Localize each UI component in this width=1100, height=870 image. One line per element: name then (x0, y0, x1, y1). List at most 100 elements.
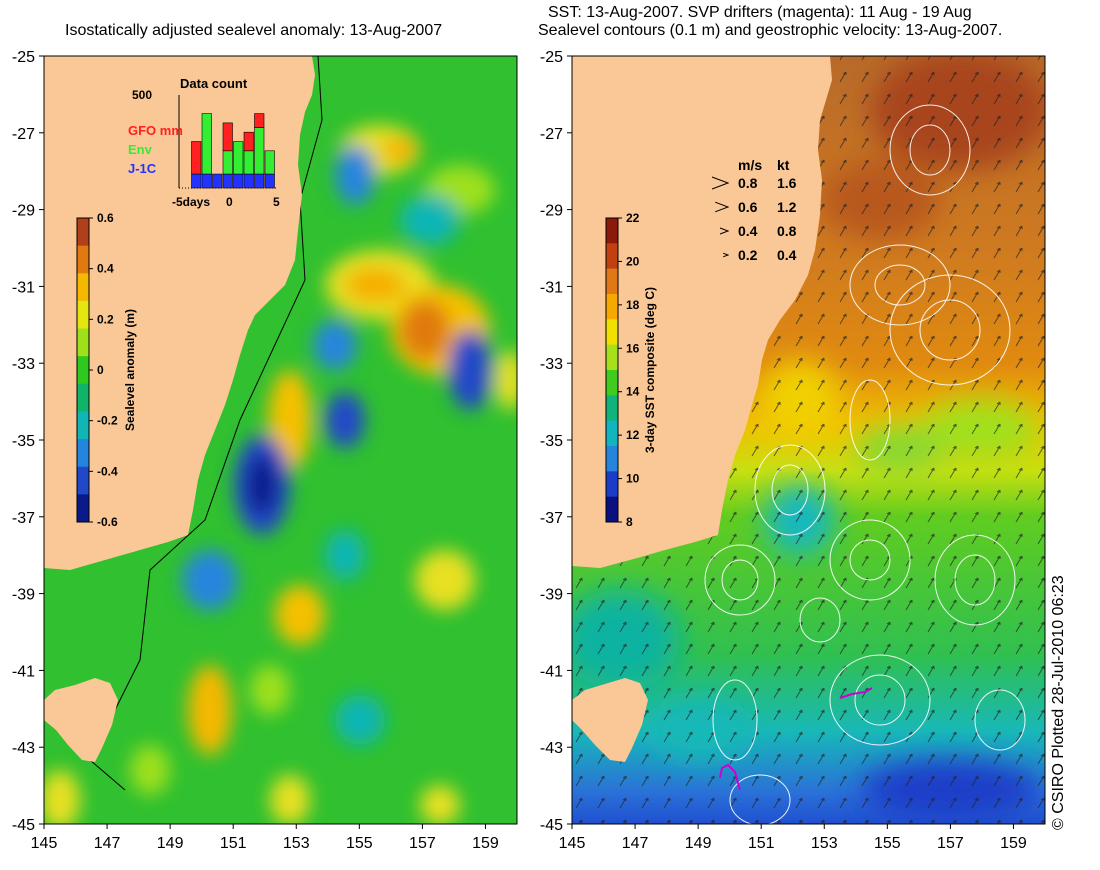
left-panel-title: Isostatically adjusted sealevel anomaly:… (65, 22, 443, 39)
sealevel-colorbar-segment (77, 494, 89, 523)
left-lat-label: -41 (12, 663, 35, 680)
data-count-bar-j1c (233, 173, 244, 189)
right-lat-label: -43 (540, 740, 563, 757)
data-count-xlabel: -5days (172, 195, 210, 209)
right-lat-label: -31 (540, 279, 563, 296)
left-lon-label: 159 (472, 835, 499, 852)
sst-colorbar: 22 20 18 16 14 12 10 8 3-day SST composite (deg … (605, 211, 657, 529)
left-lat-label: -37 (12, 510, 35, 527)
right-panel-title-line2: Sealevel contours (0.1 m) and geostrophi… (538, 22, 1003, 39)
right-lat-label: -39 (540, 587, 563, 604)
data-count-title: Data count (180, 76, 248, 91)
sealevel-colorbar-segment (77, 218, 89, 247)
velocity-legend-arrow (711, 176, 730, 190)
velocity-legend: m/s kt 0.8 1.6 0.6 1.2 0.4 0.8 0.2 0.4 (711, 157, 797, 263)
sst-colorbar-tick: 18 (626, 298, 640, 312)
data-count-bar-env (222, 150, 233, 175)
left-lat-label: -45 (12, 817, 35, 834)
left-lat-label: -35 (12, 433, 35, 450)
left-lat-label: -27 (12, 126, 35, 143)
left-lon-label: 145 (31, 835, 58, 852)
sst-colorbar-segment (606, 243, 618, 270)
data-count-bar-env (201, 113, 212, 175)
sealevel-colorbar-segment (77, 328, 89, 357)
sealevel-colorbar: 0.6 0.4 0.2 0 -0.2 -0.4 -0.6 Sealevel anomaly (… (76, 211, 137, 529)
sst-colorbar-tick: 8 (626, 515, 633, 529)
right-lon-label: 157 (937, 835, 964, 852)
right-lon-label: 155 (874, 835, 901, 852)
data-count-bar-j1c (201, 173, 212, 189)
data-count-bar-j1c (191, 173, 202, 189)
left-lon-label: 151 (220, 835, 247, 852)
right-land-mainland (572, 56, 832, 568)
right-lat-label: -35 (540, 433, 563, 450)
data-count-bar-gfo (222, 122, 233, 152)
velocity-legend-kt: 0.4 (777, 247, 797, 263)
sst-colorbar-segment (606, 471, 618, 498)
sealevel-colorbar-tick: -0.4 (97, 464, 118, 478)
sealevel-colorbar-segment (77, 300, 89, 330)
data-count-bar-j1c (243, 173, 254, 189)
sst-colorbar-tick: 16 (626, 341, 640, 355)
sealevel-colorbar-segment (77, 356, 89, 385)
data-count-bar-j1c (222, 173, 233, 189)
left-lon-label: 147 (94, 835, 121, 852)
velocity-legend-ms: 0.8 (738, 175, 758, 191)
data-count-xlabel: 5 (273, 195, 280, 209)
data-count-ymax: 500 (132, 88, 152, 102)
sst-colorbar-segment (606, 446, 618, 472)
data-count-legend-item: J-1C (128, 161, 157, 176)
sst-colorbar-segment (606, 268, 618, 295)
left-lat-label: -29 (12, 203, 35, 220)
sealevel-colorbar-label: Sealevel anomaly (m) (123, 309, 137, 431)
right-lat-label: -41 (540, 663, 563, 680)
velocity-legend-header-ms: m/s (738, 157, 762, 173)
left-lon-label: 155 (346, 835, 373, 852)
sst-colorbar-segment (606, 294, 618, 320)
velocity-legend-arrow (723, 252, 730, 258)
sealevel-contours (704, 104, 1026, 824)
sealevel-colorbar-segment (77, 411, 89, 440)
right-lat-label: -29 (540, 203, 563, 220)
data-count-bar-env (254, 127, 265, 175)
sst-colorbar-segment (606, 395, 618, 422)
right-lat-label: -37 (540, 510, 563, 527)
data-count-bar-env (264, 150, 275, 175)
right-lon-label: 151 (748, 835, 775, 852)
velocity-legend-ms: 0.4 (738, 223, 758, 239)
sealevel-colorbar-tick: 0.4 (97, 262, 114, 276)
data-count-bar-j1c (264, 173, 275, 189)
right-lat-label: -33 (540, 356, 563, 373)
sst-colorbar-segment (606, 344, 618, 371)
data-count-legend-item: GFO mm (128, 123, 183, 138)
drifter-track-2 (719, 763, 741, 791)
right-lon-label: 145 (559, 835, 586, 852)
right-lon-label: 149 (685, 835, 712, 852)
data-count-xlabel: 0 (226, 195, 233, 209)
sealevel-colorbar-tick: -0.6 (97, 515, 118, 529)
left-lat-label: -39 (12, 587, 35, 604)
right-lat-label: -27 (540, 126, 563, 143)
left-lat-label: -33 (12, 356, 35, 373)
data-count-bar-env (233, 141, 244, 175)
sst-colorbar-segment (606, 319, 618, 346)
velocity-legend-kt: 1.6 (777, 175, 797, 191)
right-lon-label: 159 (1000, 835, 1027, 852)
sst-colorbar-tick: 10 (626, 472, 640, 486)
sst-colorbar-tick: 20 (626, 254, 640, 268)
sealevel-colorbar-segment (77, 466, 89, 495)
data-count-bar-gfo (191, 141, 202, 175)
left-lon-label: 153 (283, 835, 310, 852)
velocity-legend-ms: 0.2 (738, 247, 758, 263)
left-lon-label: 157 (409, 835, 436, 852)
velocity-legend-arrow (715, 201, 730, 213)
sst-colorbar-tick: 22 (626, 211, 640, 225)
sealevel-colorbar-segment (77, 273, 89, 302)
data-count-legend-item: Env (128, 142, 153, 157)
drifter-track-1 (839, 687, 873, 699)
sst-colorbar-segment (606, 370, 618, 396)
right-lon-label: 153 (811, 835, 838, 852)
data-count-bar-j1c (212, 173, 223, 189)
